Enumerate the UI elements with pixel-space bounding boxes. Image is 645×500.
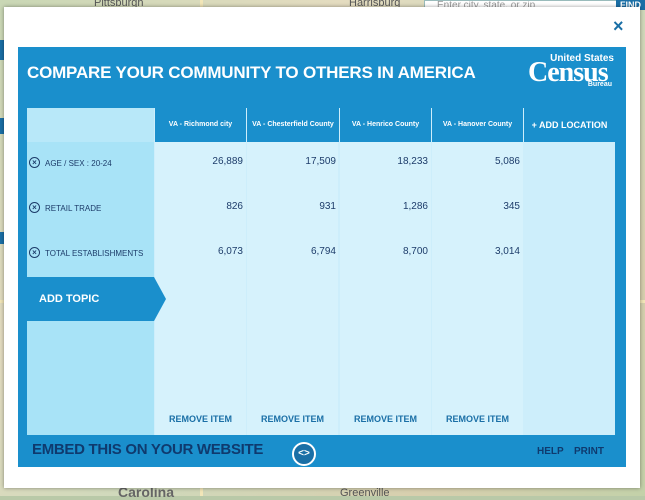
data-cell: 5,086 (494, 156, 520, 167)
topic-row-total-establishments: × TOTAL ESTABLISHMENTS (27, 247, 154, 291)
data-cell: 931 (319, 201, 336, 212)
remove-topic-icon[interactable]: × (29, 157, 40, 168)
location-header-chesterfield: VA - Chesterfield County (247, 108, 339, 142)
remove-location-button[interactable]: REMOVE ITEM (445, 414, 509, 424)
data-cell: 3,014 (494, 246, 520, 257)
map-control[interactable] (0, 118, 4, 134)
add-location-button[interactable]: + ADD LOCATION (524, 108, 615, 142)
topic-column (27, 108, 154, 435)
data-cell: 345 (503, 201, 520, 212)
location-header-hanover: VA - Hanover County (432, 108, 523, 142)
logo-bottom-text: Bureau (587, 81, 612, 88)
data-cell: 18,233 (397, 156, 428, 167)
location-column (247, 108, 338, 435)
map-label: Harrisburg (349, 0, 401, 9)
location-column (340, 108, 431, 435)
map-control[interactable] (0, 40, 4, 60)
data-cell: 6,073 (217, 246, 243, 257)
logo-main-text: Census (528, 57, 609, 88)
topic-header (27, 108, 154, 142)
find-button[interactable]: FIND (616, 0, 645, 10)
data-cell: 1,286 (402, 201, 428, 212)
topic-row-age-sex: × AGE / SEX : 20-24 (27, 157, 154, 201)
data-cell: 6,794 (310, 246, 336, 257)
modal-title: COMPARE YOUR COMMUNITY TO OTHERS IN AMER… (27, 63, 476, 82)
topic-label: TOTAL ESTABLISHMENTS (45, 249, 144, 258)
data-cell: 826 (226, 201, 243, 212)
data-cell: 26,889 (212, 156, 243, 167)
remove-location-button[interactable]: REMOVE ITEM (168, 414, 232, 424)
remove-location-button[interactable]: REMOVE ITEM (260, 414, 324, 424)
map-label: Greenville (340, 487, 390, 499)
remove-topic-icon[interactable]: × (29, 247, 40, 258)
data-cell: 17,509 (305, 156, 336, 167)
embed-code-icon[interactable]: <> (292, 442, 316, 466)
census-logo: United States Census Bureau (528, 54, 614, 90)
location-header-richmond: VA - Richmond city (155, 108, 246, 142)
help-link[interactable]: HELP (537, 446, 564, 457)
topic-label: RETAIL TRADE (45, 204, 102, 213)
add-topic-button[interactable]: ADD TOPIC (27, 277, 166, 321)
close-icon[interactable]: × (613, 16, 624, 36)
logo-top-text: United States (550, 53, 614, 64)
embed-link[interactable]: EMBED THIS ON YOUR WEBSITE (32, 441, 264, 458)
topic-row-retail-trade: × RETAIL TRADE (27, 202, 154, 246)
print-link[interactable]: PRINT (574, 446, 604, 457)
topic-label: AGE / SEX : 20-24 (45, 159, 112, 168)
location-column (155, 108, 246, 435)
location-column (432, 108, 523, 435)
location-header-henrico: VA - Henrico County (340, 108, 431, 142)
map-control[interactable] (0, 232, 4, 244)
data-cell: 8,700 (402, 246, 428, 257)
map-label: Pittsburgh (94, 0, 144, 9)
remove-topic-icon[interactable]: × (29, 202, 40, 213)
remove-location-button[interactable]: REMOVE ITEM (353, 414, 417, 424)
